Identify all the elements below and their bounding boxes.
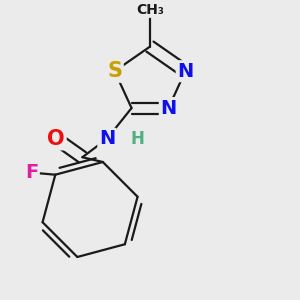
Text: H: H (131, 130, 145, 148)
Text: F: F (25, 163, 38, 182)
Text: N: N (99, 129, 115, 148)
Text: O: O (47, 129, 65, 149)
Text: S: S (107, 61, 122, 81)
Text: N: N (177, 62, 194, 81)
Text: CH₃: CH₃ (136, 3, 164, 17)
Text: N: N (160, 99, 177, 118)
